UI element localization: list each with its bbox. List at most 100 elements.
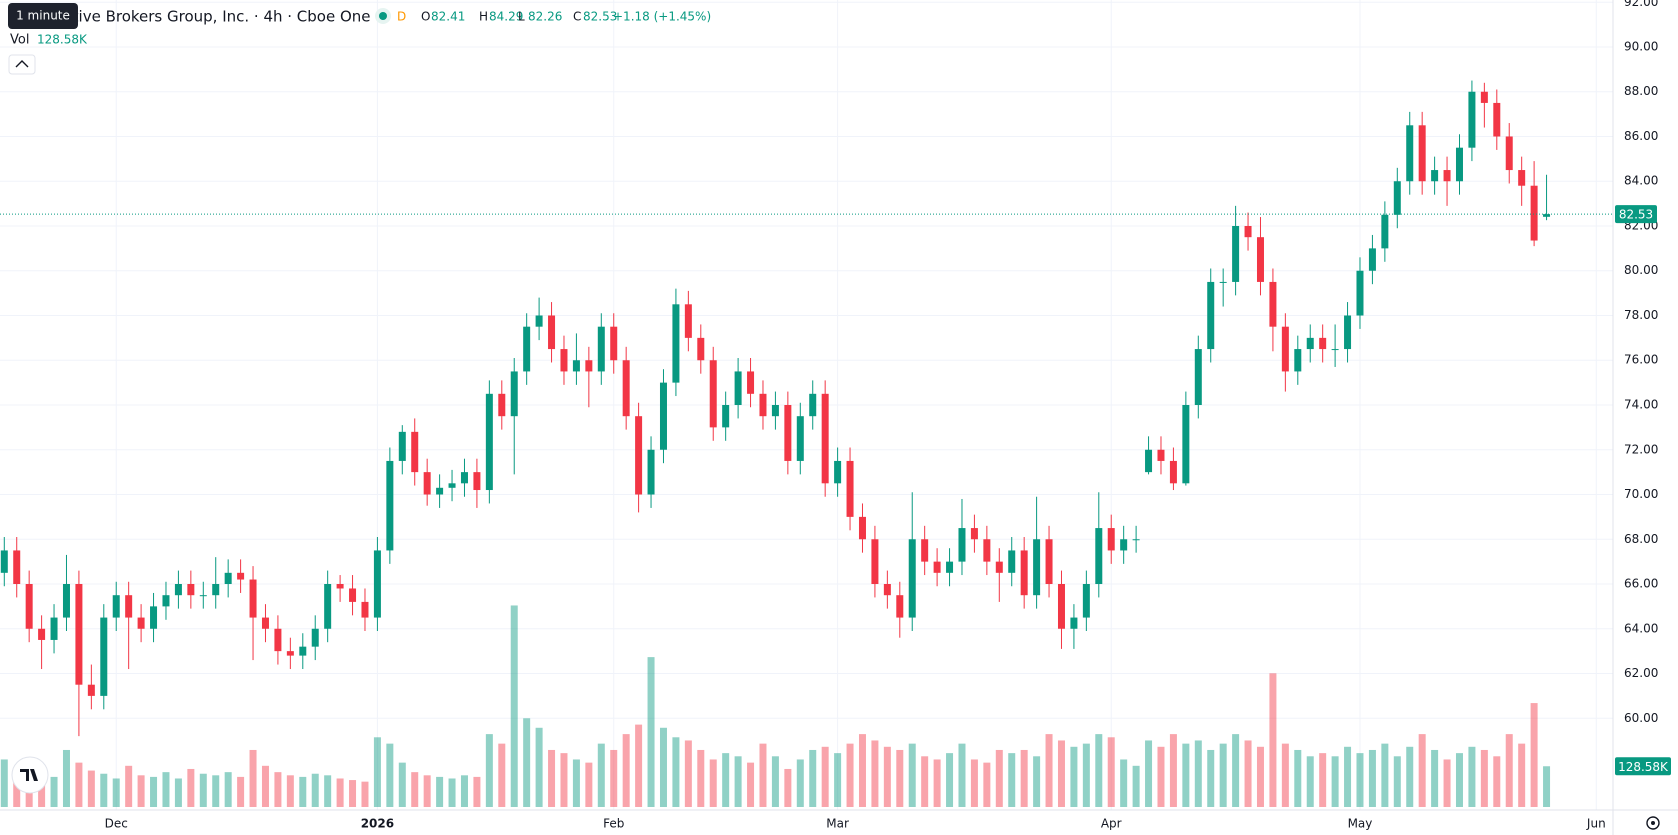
volume-bar — [460, 775, 468, 807]
volume-bar — [659, 727, 667, 807]
candle-body — [112, 595, 120, 618]
volume-bar — [1443, 759, 1451, 807]
volume-bar — [498, 743, 506, 807]
candle-body — [1543, 214, 1551, 217]
volume-bar — [137, 775, 145, 807]
candle-body — [448, 483, 456, 488]
volume-bar — [722, 753, 730, 807]
candle-body — [1082, 584, 1090, 618]
collapse-icon — [15, 60, 29, 68]
y-tick-label: 72.00 — [1624, 442, 1658, 456]
candle-body — [174, 584, 182, 596]
candle-body — [1219, 281, 1227, 283]
candle-body — [896, 595, 904, 618]
candle-body — [498, 393, 506, 417]
volume-bar — [1294, 749, 1302, 807]
candle-body — [1505, 136, 1513, 171]
volume-bar — [1468, 746, 1476, 807]
candle-body — [1530, 185, 1538, 241]
volume-bar — [834, 753, 842, 807]
volume-bar — [896, 749, 904, 807]
candle-body — [398, 431, 406, 461]
candle-body — [958, 528, 966, 562]
volume-bar — [1219, 743, 1227, 807]
y-tick-label: 86.00 — [1624, 129, 1658, 143]
candle-body — [1480, 91, 1488, 103]
x-tick-label: Apr — [1101, 817, 1122, 831]
settings-icon-center — [1651, 821, 1655, 825]
candle-body — [336, 584, 344, 589]
candle-body — [1132, 539, 1140, 541]
volume-bar — [548, 749, 556, 807]
x-tick-label: Dec — [105, 817, 128, 831]
volume-bar — [1393, 756, 1401, 807]
candle-body — [1468, 91, 1476, 148]
volume-bar — [13, 768, 21, 807]
volume-bar — [62, 749, 70, 807]
settings-icon[interactable] — [1646, 816, 1660, 830]
candle-body — [697, 337, 705, 361]
x-tick-label: Mar — [826, 817, 849, 831]
candle-body — [38, 628, 46, 640]
candle-body — [572, 360, 580, 372]
volume-bar — [1194, 740, 1202, 807]
y-tick-label: 92.00 — [1624, 0, 1658, 9]
volume-bar — [1455, 753, 1463, 807]
candle-body — [622, 360, 630, 417]
tooltip-text: 1 minute — [16, 9, 70, 23]
volume-bar — [684, 740, 692, 807]
candle-body — [548, 315, 556, 350]
interval-badge: D — [397, 10, 406, 24]
candle-body — [1169, 460, 1177, 484]
volume-bar — [734, 756, 742, 807]
candle-body — [684, 304, 692, 338]
volume-bar — [448, 778, 456, 807]
volume-bar — [883, 746, 891, 807]
candle-body — [597, 326, 605, 372]
candle-body — [510, 371, 518, 417]
volume-bar — [946, 753, 954, 807]
volume-bar — [212, 775, 220, 807]
candle-body — [1107, 528, 1115, 551]
volume-bar — [324, 775, 332, 807]
volume-title: Vol — [10, 33, 29, 48]
candle-body — [1281, 326, 1289, 372]
ohlc-value: 84.29 — [489, 10, 523, 24]
ohlc-legend: O 82.41 H 84.29L 82.26 C 82.53+1.18 (+1.45%) — [421, 10, 711, 24]
candle-body — [411, 431, 419, 473]
volume-bar — [1120, 759, 1128, 807]
volume-bar — [224, 772, 232, 807]
candle-body — [1182, 405, 1190, 484]
candle-body — [373, 550, 381, 618]
volume-axis-label: 128.58K — [1618, 760, 1669, 774]
candle-body — [1120, 539, 1128, 551]
candle-body — [1518, 170, 1526, 186]
volume-bar — [311, 773, 319, 807]
logo-circle[interactable] — [11, 756, 49, 794]
volume-bar — [908, 743, 916, 807]
y-tick-label: 70.00 — [1624, 487, 1658, 501]
candle-body — [970, 528, 978, 540]
candle-body — [722, 405, 730, 428]
candle-body — [162, 595, 170, 607]
candle-body — [1406, 125, 1414, 182]
candle-body — [311, 628, 319, 647]
volume-bar — [261, 765, 269, 807]
candle-body — [137, 617, 145, 629]
collapse-button[interactable] — [8, 54, 36, 75]
volume-bar — [560, 753, 568, 807]
volume-bar — [672, 737, 680, 807]
candle-layer — [0, 80, 1551, 737]
candle-body — [933, 561, 941, 573]
ohlc-key: O — [421, 10, 430, 24]
volume-bar — [1033, 756, 1041, 807]
volume-bar — [1169, 734, 1177, 807]
volume-bar — [187, 768, 195, 807]
candle-body — [747, 371, 755, 394]
volume-bar — [858, 734, 866, 807]
ohlc-value: 82.41 — [431, 10, 465, 24]
